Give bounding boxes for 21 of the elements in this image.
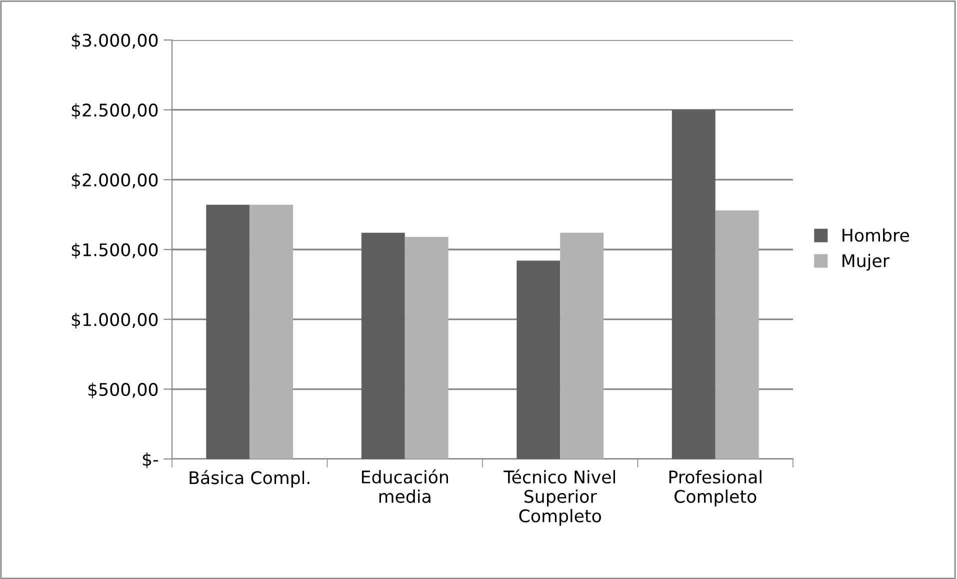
y-tick-label: $- bbox=[142, 452, 158, 468]
bar bbox=[250, 204, 294, 459]
x-tick-label: Profesional Completo bbox=[669, 470, 762, 506]
y-tick-label: $2.500,00 bbox=[72, 103, 158, 119]
y-tick-label: $2.000,00 bbox=[72, 173, 158, 189]
legend-label: Hombre bbox=[842, 228, 909, 242]
x-tick-label: Educación media bbox=[362, 469, 448, 503]
bar bbox=[560, 232, 604, 459]
bar bbox=[672, 110, 716, 459]
bar bbox=[404, 236, 448, 459]
y-tick-label: $1.500,00 bbox=[72, 242, 158, 259]
bar bbox=[516, 260, 560, 459]
x-tick-label: Técnico Nivel Superior Completo bbox=[504, 469, 615, 526]
y-tick-label: $500,00 bbox=[88, 382, 158, 398]
legend-label: Mujer bbox=[842, 254, 890, 271]
y-tick-label: $3.000,00 bbox=[72, 33, 158, 50]
x-tick-label: Básica Compl. bbox=[190, 470, 310, 488]
bar bbox=[206, 204, 250, 459]
bar bbox=[715, 210, 759, 459]
bar bbox=[361, 232, 405, 459]
y-tick-label: $1.000,00 bbox=[72, 312, 158, 328]
